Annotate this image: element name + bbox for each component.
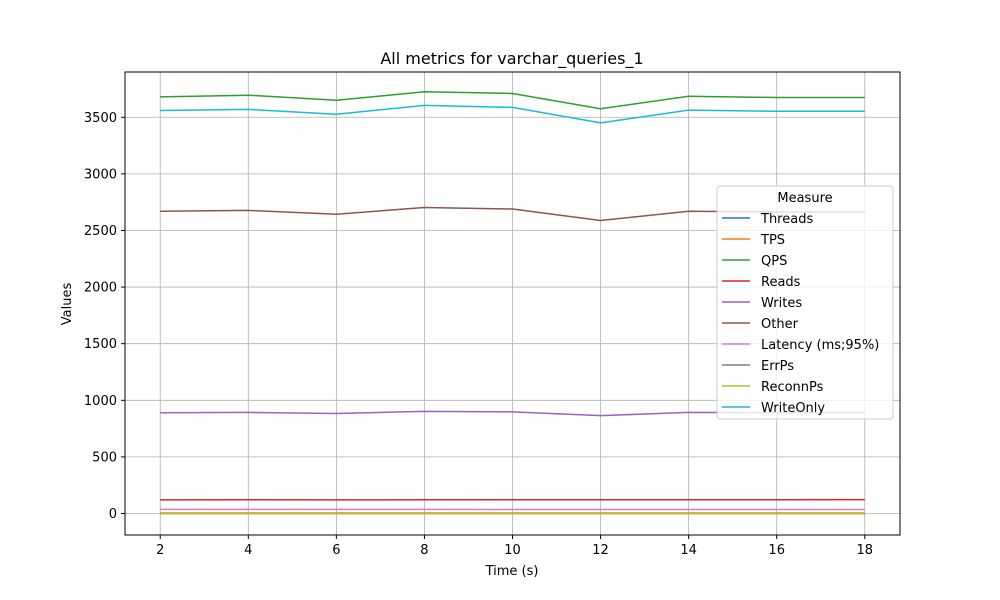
y-tick-label: 500 xyxy=(92,450,117,465)
legend-label-reads: Reads xyxy=(761,275,801,290)
series-line-qps xyxy=(160,91,865,110)
x-tick-label: 10 xyxy=(504,543,521,558)
y-tick-label: 3500 xyxy=(84,111,117,126)
x-tick-label: 6 xyxy=(332,543,340,558)
legend-items: Threads TPS QPS Reads Writes Other Latency (ms… xyxy=(722,212,879,416)
legend-label-latency-ms-95: Latency (ms;95%) xyxy=(761,338,879,353)
x-tick-label: 8 xyxy=(420,543,428,558)
y-tick-label: 3000 xyxy=(84,167,117,182)
legend-label-other: Other xyxy=(761,317,799,332)
x-tick-label: 18 xyxy=(856,543,873,558)
legend-title: Measure xyxy=(777,191,832,206)
x-axis-label: Time (s) xyxy=(485,564,539,579)
x-axis-ticks: 2 4 6 8 10 12 14 16 18 xyxy=(156,535,873,558)
y-axis-ticks: 0 500 1000 1500 2000 2500 3000 3500 xyxy=(84,111,125,522)
legend-box xyxy=(716,185,894,420)
chart-title: All metrics for varchar_queries_1 xyxy=(380,49,643,69)
x-tick-label: 4 xyxy=(244,543,252,558)
x-tick-label: 16 xyxy=(768,543,785,558)
y-axis-label: Values xyxy=(60,283,75,326)
y-tick-label: 2000 xyxy=(84,281,117,296)
legend-label-errps: ErrPs xyxy=(761,359,794,374)
legend-label-writes: Writes xyxy=(761,296,802,311)
y-tick-label: 2500 xyxy=(84,224,117,239)
legend-label-writeonly: WriteOnly xyxy=(761,401,825,416)
legend-label-reconnps: ReconnPs xyxy=(761,380,824,395)
x-tick-label: 14 xyxy=(680,543,697,558)
x-tick-label: 12 xyxy=(592,543,609,558)
legend-label-tps: TPS xyxy=(760,233,785,248)
legend-label-threads: Threads xyxy=(760,212,813,227)
x-tick-label: 2 xyxy=(156,543,164,558)
y-tick-label: 1500 xyxy=(84,337,117,352)
y-tick-label: 1000 xyxy=(84,394,117,409)
legend-label-qps: QPS xyxy=(761,254,787,269)
series-line-writeonly xyxy=(160,104,865,124)
legend: Measure Threads TPS QPS Reads Writes Other Lat… xyxy=(716,185,894,420)
y-tick-label: 0 xyxy=(109,507,117,522)
